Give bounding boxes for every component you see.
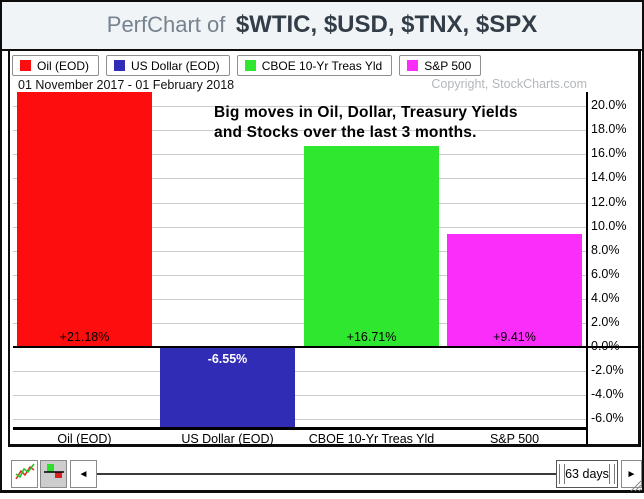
chart-header: PerfChart of $WTIC, $USD, $TNX, $SPX — [2, 2, 642, 51]
gridline — [13, 299, 586, 300]
gridline — [13, 154, 586, 155]
zero-baseline — [13, 346, 641, 348]
bar-value-label: +21.18% — [59, 330, 110, 344]
gridline — [13, 178, 586, 179]
legend-item[interactable]: Oil (EOD) — [12, 55, 99, 76]
legend-swatch-icon — [407, 60, 419, 71]
bar-value-label: -6.55% — [207, 352, 248, 366]
bar-oil-eod-[interactable] — [17, 92, 152, 347]
y-axis-tick-label: 10.0% — [591, 219, 627, 233]
y-axis-tick-label: -6.0% — [591, 411, 624, 425]
legend-item[interactable]: S&P 500 — [399, 55, 482, 76]
legend-item-label: Oil (EOD) — [37, 58, 89, 73]
scroll-right-button[interactable]: ► — [621, 460, 642, 488]
handle-left-grip-icon — [559, 464, 565, 484]
plot-bottom-border — [13, 427, 588, 430]
legend-item[interactable]: CBOE 10-Yr Treas Yld — [236, 55, 393, 76]
x-axis-category-label: S&P 500 — [489, 432, 540, 446]
resize-grip-icon[interactable] — [629, 479, 642, 497]
right-arrow-icon: ► — [626, 468, 637, 480]
legend-item[interactable]: US Dollar (EOD) — [106, 55, 230, 76]
gridline — [13, 323, 586, 324]
x-axis-category-label: CBOE 10-Yr Treas Yld — [308, 432, 435, 446]
y-axis-tick-label: 4.0% — [591, 291, 620, 305]
gridline — [13, 203, 586, 204]
line-chart-mode-button[interactable] — [11, 460, 38, 488]
legend-swatch-icon — [20, 60, 31, 71]
range-slider-track[interactable] — [97, 473, 556, 475]
legend-swatch-icon — [244, 60, 256, 71]
y-axis-tick-label: 14.0% — [591, 170, 627, 184]
date-range-label: 01 November 2017 - 01 February 2018 — [18, 78, 235, 92]
bar-value-label: +16.71% — [346, 330, 397, 344]
y-axis-tick-label: 16.0% — [591, 146, 627, 160]
chart-annotation: and Stocks over the last 3 months. — [214, 124, 477, 141]
chart-annotation: Big moves in Oil, Dollar, Treasury Yield… — [214, 104, 518, 121]
y-axis-tick-label: 20.0% — [591, 98, 627, 112]
scroll-left-button[interactable]: ◄ — [70, 460, 97, 488]
bar-us-dollar-eod-[interactable] — [160, 348, 295, 427]
gridline — [13, 227, 586, 228]
x-axis-category-label: Oil (EOD) — [57, 432, 112, 446]
legend: Oil (EOD) US Dollar (EOD) CBOE 10-Yr Treas… — [12, 55, 482, 76]
gridline — [13, 395, 586, 396]
y-axis-tick-label: 8.0% — [591, 243, 620, 257]
gridline — [13, 130, 586, 131]
y-axis-tick-label: 6.0% — [591, 267, 620, 281]
page-title-prefix: PerfChart of — [106, 12, 226, 37]
legend-item-label: US Dollar (EOD) — [131, 58, 220, 73]
y-axis-tick-label: 18.0% — [591, 122, 627, 136]
legend-item-label: S&P 500 — [424, 58, 472, 73]
copyright-label: Copyright, StockCharts.com — [431, 77, 587, 91]
gridline — [13, 275, 586, 276]
bar-value-label: +9.41% — [493, 330, 536, 344]
y-axis-tick-label: -4.0% — [591, 387, 624, 401]
histogram-mode-button[interactable] — [40, 460, 67, 488]
histogram-icon — [43, 461, 65, 488]
gridline — [13, 371, 586, 372]
handle-right-grip-icon — [609, 464, 615, 484]
line-chart-icon — [14, 461, 36, 488]
y-axis-tick-label: 2.0% — [591, 315, 620, 329]
legend-item-label: CBOE 10-Yr Treas Yld — [261, 58, 383, 73]
bar-cboe-10-yr-treas-yld[interactable] — [304, 146, 439, 347]
page-title-symbols: $WTIC, $USD, $TNX, $SPX — [235, 11, 538, 38]
range-slider-handle[interactable]: 63 days — [556, 460, 618, 488]
y-axis-tick-label: 12.0% — [591, 195, 627, 209]
y-axis-tick-label: -2.0% — [591, 363, 624, 377]
gridline — [13, 106, 586, 107]
legend-swatch-icon — [114, 60, 125, 71]
gridline — [13, 251, 586, 252]
y-axis-line — [586, 92, 588, 444]
left-arrow-icon: ◄ — [78, 468, 89, 480]
x-axis-category-label: US Dollar (EOD) — [181, 432, 274, 446]
range-label: 63 days — [565, 467, 609, 481]
bar-s-p-500[interactable] — [447, 234, 582, 347]
gridline — [13, 419, 586, 420]
